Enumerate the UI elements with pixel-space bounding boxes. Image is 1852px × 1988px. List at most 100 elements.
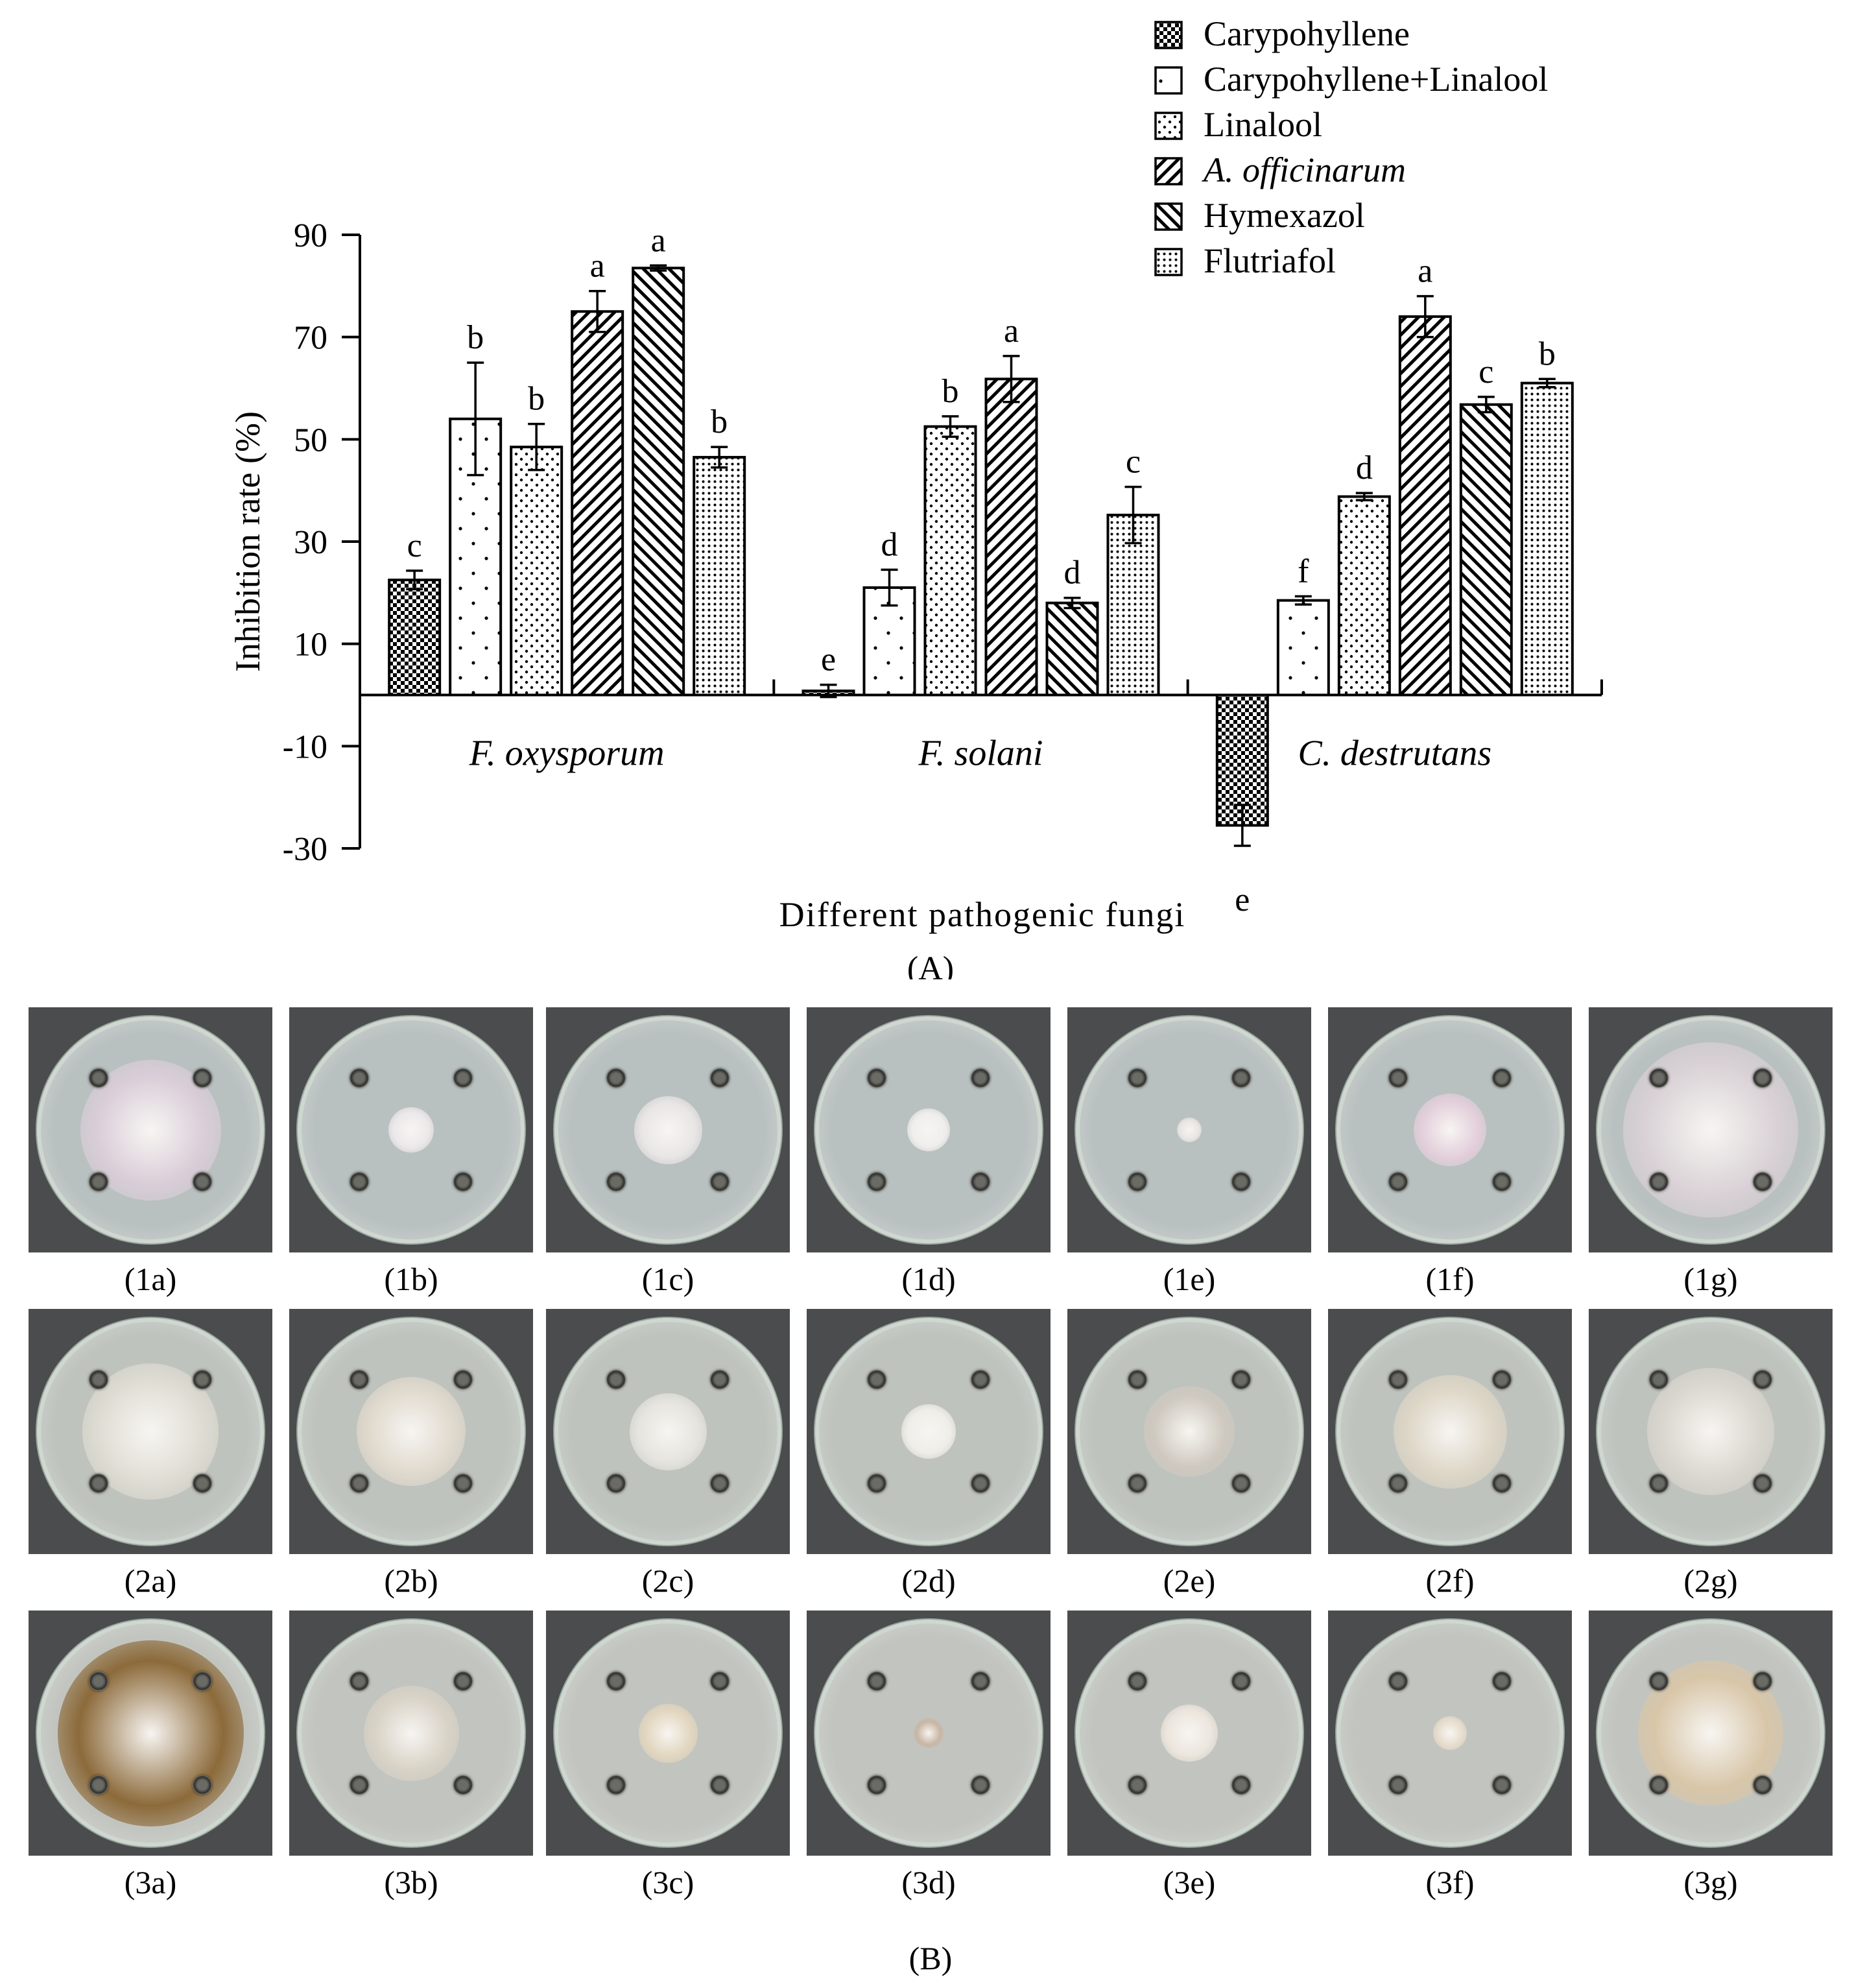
oxford-cup-well [1388,1671,1408,1691]
legend-swatch [1154,202,1183,231]
petri-dish [815,1016,1042,1243]
legend-swatch [1154,157,1183,186]
y-tick-label: -10 [283,728,327,765]
oxford-cup-well [867,1172,886,1192]
oxford-cup-well [1231,1172,1251,1192]
legend-label: Carypohyllene [1204,14,1410,53]
oxford-cup-well [1231,1671,1251,1691]
fungal-colony [1638,1660,1783,1806]
oxford-cup-well [193,1172,212,1192]
bar-3-2 [1398,315,1452,697]
plate-label: (1f) [1425,1261,1475,1297]
oxford-cup-well [971,1172,990,1192]
y-tick-label: -30 [283,831,327,868]
fungal-colony [1161,1705,1218,1762]
significance-letter: b [711,403,728,440]
oxford-cup-well [1231,1068,1251,1088]
oxford-cup-well [1649,1068,1668,1088]
oxford-cup-well [350,1775,369,1795]
oxford-cup-well [1753,1671,1772,1691]
legend-swatch [1154,112,1183,140]
fungal-colony [638,1703,698,1763]
y-tick-label: 30 [294,524,327,561]
significance-letter: d [1064,555,1081,592]
oxford-cup-well [193,1775,212,1795]
oxford-cup-well [1753,1068,1772,1088]
oxford-cup-well [89,1775,108,1795]
petri-dish-photo [1328,1611,1572,1856]
oxford-cup-well [867,1671,886,1691]
legend-label: Linalool [1204,105,1322,144]
oxford-cup-well [1128,1474,1147,1493]
oxford-cup-well [1128,1671,1147,1691]
petri-dish [1597,1620,1824,1847]
bar-2-1 [923,425,977,697]
petri-dish [815,1620,1042,1847]
significance-letter: a [590,248,605,285]
petri-dish [1076,1016,1303,1243]
oxford-cup-well [606,1370,626,1389]
plate-label: (2e) [1163,1563,1216,1599]
plate-label: (1d) [901,1261,956,1297]
plate-label: (1a) [124,1261,177,1297]
oxford-cup-well [710,1775,730,1795]
fungal-colony [629,1393,707,1470]
oxford-cup-well [1753,1775,1772,1795]
petri-dish [815,1318,1042,1545]
oxford-cup-well [453,1671,473,1691]
petri-dish-photo [1589,1309,1833,1554]
bar-0-2 [1215,693,1269,827]
fungal-colony [1393,1374,1507,1489]
petri-dish [1076,1318,1303,1545]
oxford-cup-well [89,1172,108,1192]
oxford-cup-well [453,1068,473,1088]
oxford-cup-well [350,1172,369,1192]
petri-dish [1076,1620,1303,1847]
bar-1-2 [1276,599,1330,697]
oxford-cup-well [1649,1370,1668,1389]
oxford-cup-well [606,1671,626,1691]
petri-dish [1597,1318,1824,1545]
petri-dish-photo [807,1611,1051,1856]
petri-dish [1336,1016,1563,1243]
plate-label: (2f) [1425,1563,1475,1599]
plate-label: (3b) [384,1864,438,1900]
oxford-cup-well [606,1474,626,1493]
x-category-label: C. destrutans [1298,734,1491,774]
plate-label: (1g) [1683,1261,1738,1297]
fungal-colony [80,1059,221,1201]
oxford-cup-well [606,1775,626,1795]
bar-3-0 [571,310,624,697]
fungal-colony [1144,1386,1235,1477]
chart-legend: Carypohyllene Carypohyllene+Linalool Linal… [1154,14,1548,280]
oxford-cup-well [350,1671,369,1691]
oxford-cup-well [867,1474,886,1493]
bar-0-0 [388,579,442,697]
chart-bars: c e e b d f b b d a a a a d c b c b [388,222,1574,918]
fungal-colony [1623,1042,1798,1217]
oxford-cup-well [1492,1474,1512,1493]
fungal-colony [357,1377,466,1486]
petri-dish [298,1318,525,1545]
oxford-cup-well [1649,1474,1668,1493]
petri-dish-photo [1589,1007,1833,1252]
significance-letter: c [1478,353,1493,390]
plate-label: (3d) [901,1864,956,1900]
significance-letter: e [1235,881,1250,918]
bar-5-2 [1520,381,1574,697]
oxford-cup-well [453,1172,473,1192]
y-tick-label: 70 [294,320,327,357]
significance-letter: a [1004,313,1019,350]
significance-letter: a [651,222,666,259]
petri-dish [37,1318,264,1545]
oxford-cup-well [453,1474,473,1493]
fungal-colony [1176,1117,1202,1143]
chart-axes: -30 -10 10 30 50 70 90 Inhibition rate (%) F. ox… [228,217,1603,979]
inhibition-rate-bar-chart: -30 -10 10 30 50 70 90 Inhibition rate (%) F. ox… [228,14,1603,979]
oxford-cup-well [1753,1474,1772,1493]
oxford-cup-well [89,1474,108,1493]
oxford-cup-well [350,1474,369,1493]
oxford-cup-well [453,1370,473,1389]
fungal-colony [388,1107,434,1153]
oxford-cup-well [453,1775,473,1795]
